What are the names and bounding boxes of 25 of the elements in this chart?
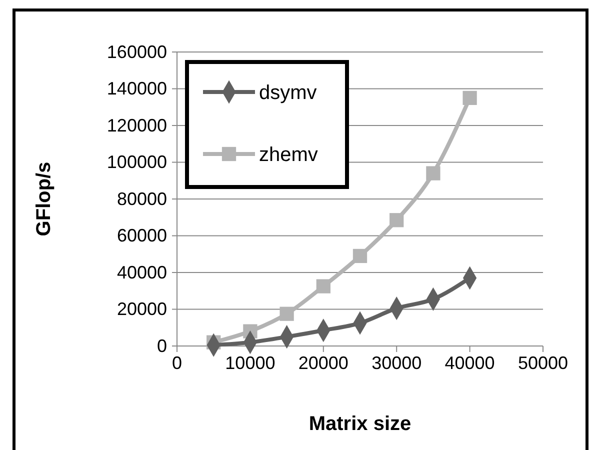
legend-label: dsymv xyxy=(259,82,317,104)
y-tick-label: 100000 xyxy=(106,152,167,172)
y-tick-label: 20000 xyxy=(116,299,167,320)
legend-label: zhemv xyxy=(259,144,318,166)
x-tick-label: 0 xyxy=(172,353,182,373)
x-axis-title: Matrix size xyxy=(308,413,412,435)
y-tick-label: 80000 xyxy=(116,188,167,209)
x-tick-label: 10000 xyxy=(225,353,276,373)
point xyxy=(352,248,368,264)
point xyxy=(390,213,404,228)
x-tick-label: 40000 xyxy=(444,353,495,373)
point xyxy=(316,279,330,294)
x-tick-label: 50000 xyxy=(518,353,568,373)
y-tick-label: 0 xyxy=(156,336,167,356)
x-tick-label: 20000 xyxy=(298,353,348,373)
y-tick-label: 160000 xyxy=(106,42,167,62)
y-tick-label: 40000 xyxy=(116,262,167,282)
point xyxy=(462,90,477,106)
x-tick-label: 30000 xyxy=(372,353,422,373)
point xyxy=(280,306,294,321)
y-axis-title: GFlop/s xyxy=(33,162,55,236)
y-tick-label: 60000 xyxy=(116,226,167,246)
y-tick-label: 140000 xyxy=(106,78,167,99)
point xyxy=(426,166,440,180)
y-tick-label: 120000 xyxy=(106,115,167,136)
